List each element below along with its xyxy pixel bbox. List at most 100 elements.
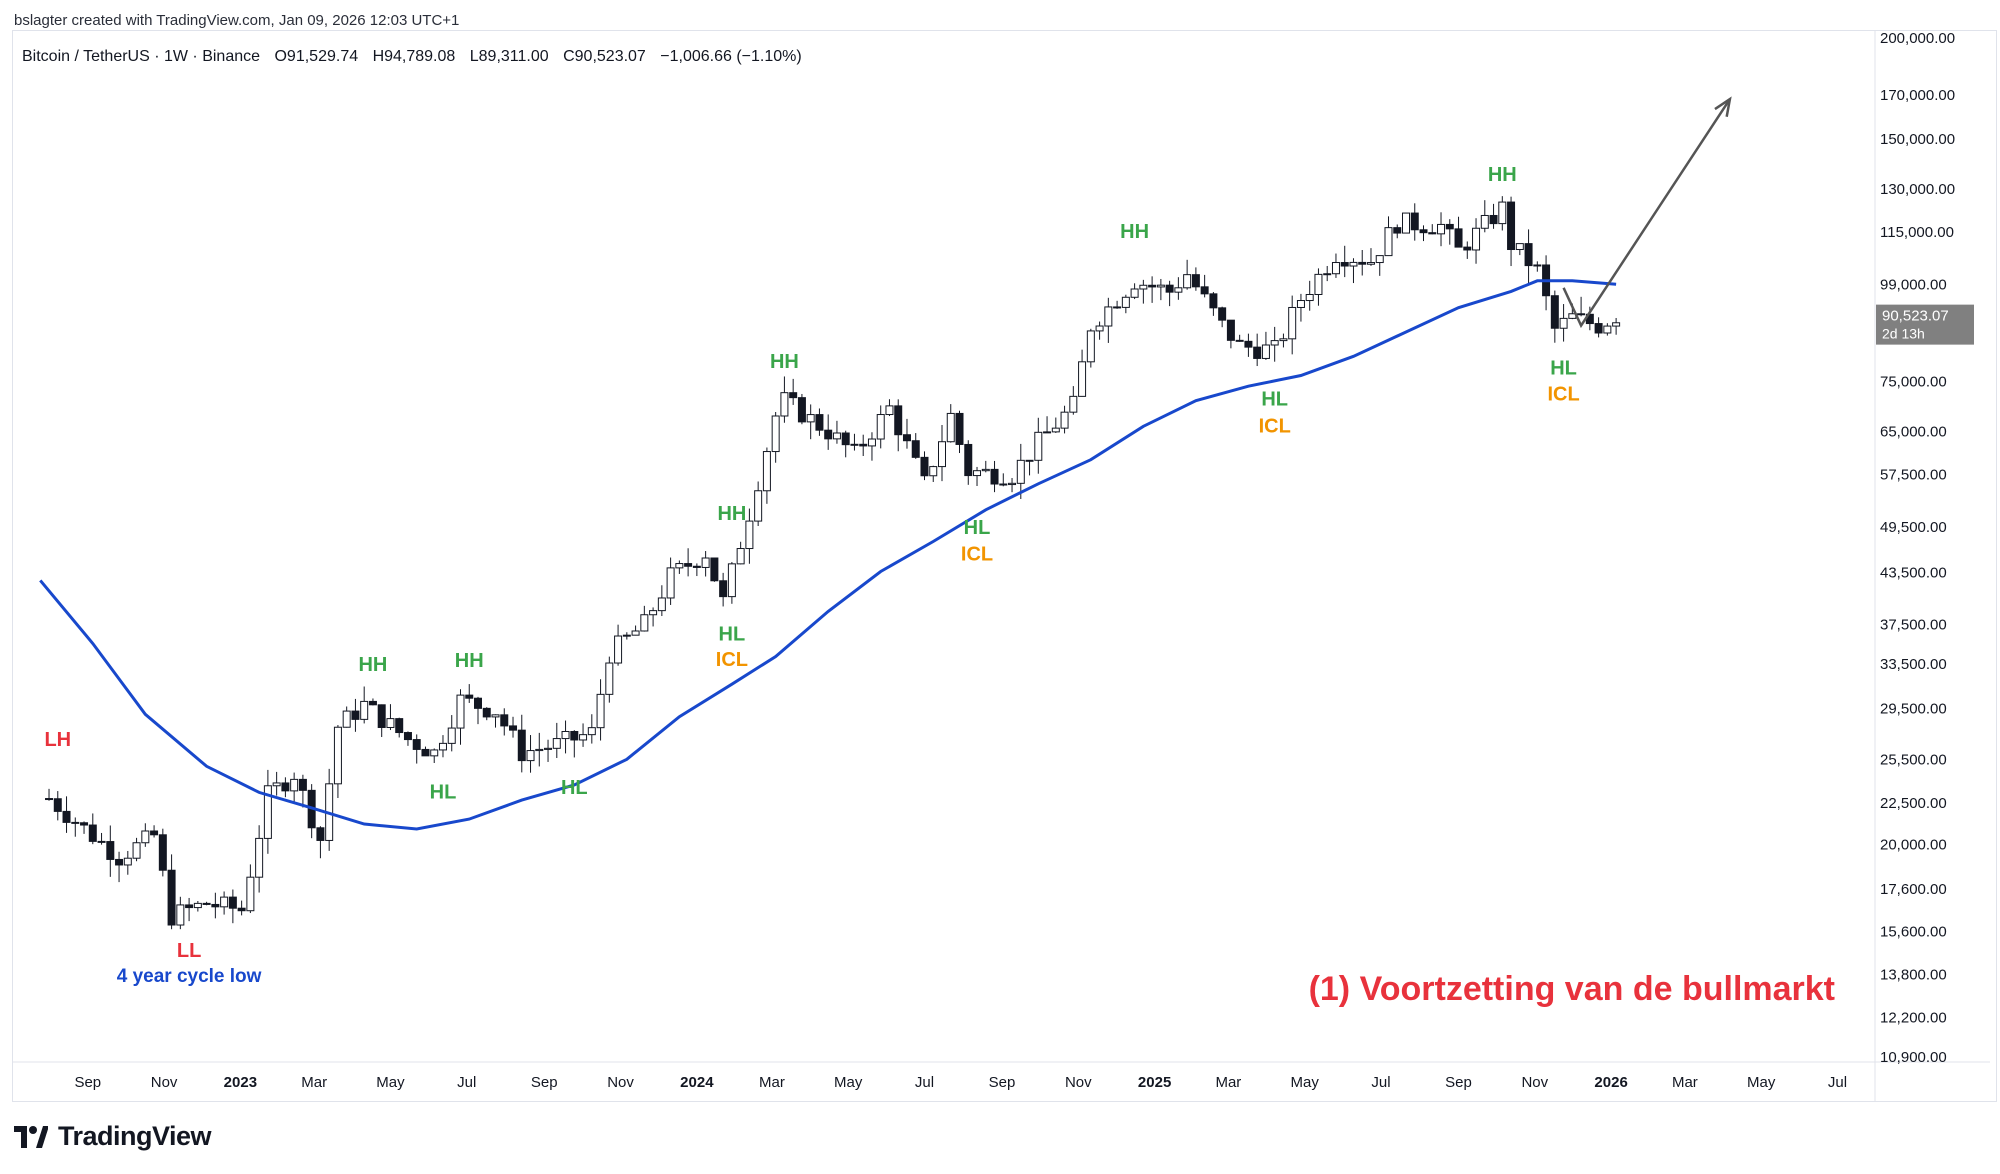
candle[interactable] (1069, 386, 1078, 415)
candle[interactable] (990, 460, 999, 493)
candle[interactable] (1130, 283, 1139, 300)
candle[interactable] (544, 739, 553, 762)
candle[interactable] (973, 466, 982, 486)
candle[interactable] (474, 696, 482, 725)
candle[interactable] (53, 791, 62, 821)
candle[interactable] (1603, 323, 1612, 336)
candle[interactable] (1366, 248, 1375, 266)
candle[interactable] (815, 408, 824, 436)
candle[interactable] (1191, 267, 1200, 291)
candle[interactable] (290, 772, 299, 804)
candle[interactable] (1559, 304, 1568, 342)
candle[interactable] (736, 541, 745, 565)
candle[interactable] (780, 376, 789, 423)
candle[interactable] (123, 850, 132, 875)
candle[interactable] (692, 563, 701, 577)
candle[interactable] (745, 508, 754, 564)
candle[interactable] (132, 837, 141, 862)
candle[interactable] (1550, 290, 1559, 343)
candle[interactable] (1235, 334, 1244, 342)
candle[interactable] (955, 410, 964, 454)
tradingview-logo[interactable]: TradingView (14, 1121, 212, 1152)
candle[interactable] (938, 425, 946, 482)
candle[interactable] (1472, 218, 1481, 264)
candle[interactable] (395, 717, 404, 738)
candle[interactable] (430, 748, 439, 763)
candle[interactable] (1288, 295, 1297, 355)
candle[interactable] (762, 447, 771, 504)
candle[interactable] (1524, 229, 1533, 284)
candle[interactable] (1612, 317, 1621, 335)
candle[interactable] (1384, 216, 1393, 257)
candle[interactable] (1095, 321, 1104, 340)
candle[interactable] (115, 851, 124, 883)
candle[interactable] (754, 481, 763, 527)
candle[interactable] (97, 832, 106, 845)
candle[interactable] (1209, 292, 1218, 316)
candle[interactable] (1331, 253, 1340, 278)
candle[interactable] (141, 823, 150, 847)
candle[interactable] (1156, 278, 1165, 301)
candle[interactable] (421, 746, 430, 757)
candle[interactable] (1139, 279, 1148, 304)
candle[interactable] (158, 828, 167, 877)
candle[interactable] (789, 378, 798, 405)
candle[interactable] (1323, 265, 1332, 282)
candle[interactable] (272, 771, 281, 796)
candle[interactable] (325, 768, 334, 851)
candle[interactable] (1489, 203, 1498, 229)
candle[interactable] (797, 393, 806, 425)
candle[interactable] (403, 731, 412, 746)
candle[interactable] (1200, 274, 1209, 298)
candle[interactable] (1025, 459, 1034, 476)
candle[interactable] (535, 732, 544, 767)
candle[interactable] (1296, 293, 1305, 322)
candle[interactable] (185, 897, 194, 922)
candle[interactable] (228, 889, 237, 924)
candle[interactable] (649, 607, 658, 627)
candle[interactable] (500, 708, 509, 736)
candle[interactable] (1463, 241, 1472, 259)
candle[interactable] (1086, 328, 1095, 368)
candle[interactable] (1034, 417, 1043, 474)
candle[interactable] (263, 769, 272, 854)
candle[interactable] (386, 704, 395, 731)
candle[interactable] (1419, 225, 1428, 242)
candle[interactable] (640, 605, 649, 632)
candle[interactable] (237, 900, 246, 916)
candle[interactable] (360, 686, 369, 724)
candle[interactable] (526, 735, 535, 773)
candle[interactable] (684, 548, 693, 577)
candle[interactable] (1165, 280, 1174, 307)
candle[interactable] (1542, 255, 1551, 311)
candle[interactable] (1340, 245, 1349, 278)
candle[interactable] (1043, 416, 1052, 434)
symbol-name[interactable]: Bitcoin / TetherUS · 1W · Binance (22, 48, 261, 65)
candle[interactable] (246, 864, 255, 914)
candle[interactable] (281, 777, 290, 798)
candle[interactable] (465, 684, 474, 703)
candle[interactable] (1445, 219, 1454, 245)
candle[interactable] (298, 774, 307, 808)
candle[interactable] (491, 714, 500, 728)
candle[interactable] (368, 698, 377, 706)
candle[interactable] (1104, 297, 1113, 343)
candle[interactable] (1349, 258, 1358, 284)
candle[interactable] (88, 813, 97, 845)
candle[interactable] (1113, 300, 1122, 309)
candle[interactable] (850, 433, 859, 451)
candle[interactable] (1279, 333, 1288, 348)
candle[interactable] (482, 707, 491, 721)
candle[interactable] (150, 825, 159, 838)
candle[interactable] (211, 892, 220, 919)
candle[interactable] (1078, 349, 1087, 397)
candle[interactable] (1533, 261, 1542, 272)
candle[interactable] (841, 430, 850, 458)
candle[interactable] (1261, 331, 1270, 360)
candle[interactable] (552, 722, 561, 758)
candle[interactable] (202, 901, 211, 906)
candle[interactable] (1218, 306, 1227, 328)
candle[interactable] (1183, 259, 1192, 290)
candle[interactable] (614, 624, 623, 666)
candle[interactable] (806, 404, 815, 440)
